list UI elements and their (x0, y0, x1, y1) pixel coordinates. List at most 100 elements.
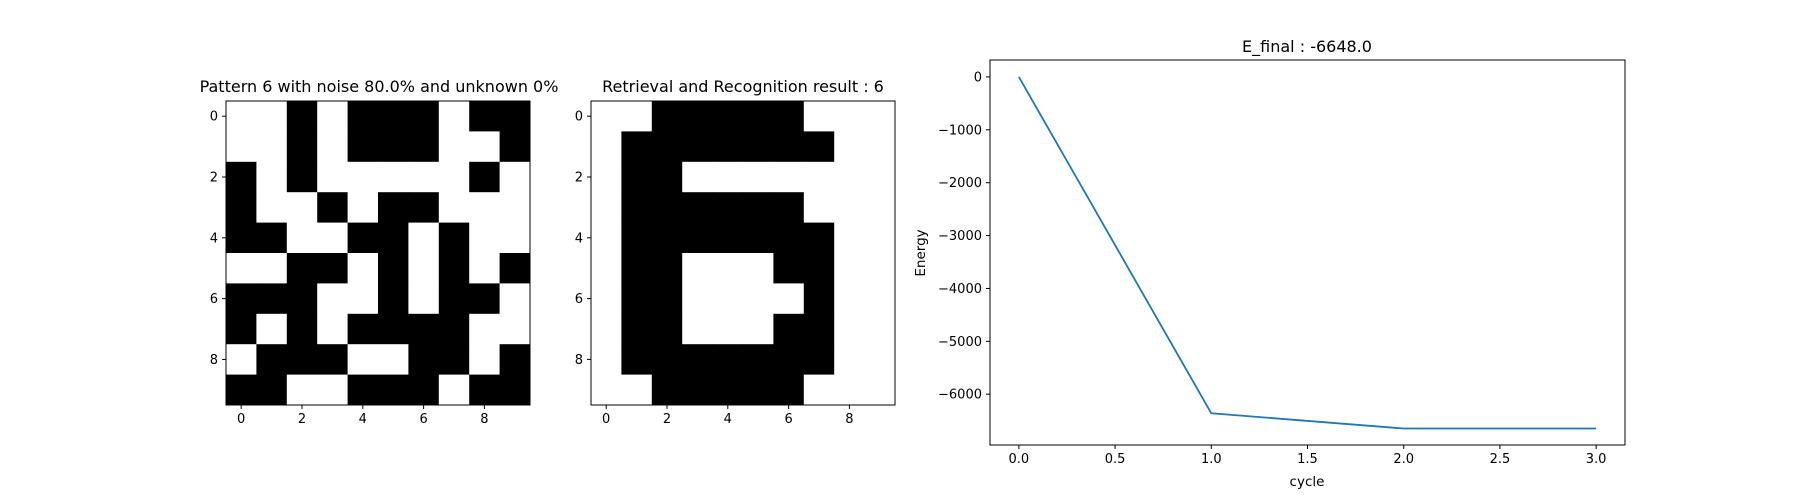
noisy-cell (317, 192, 348, 223)
noisy-cell (226, 344, 257, 375)
noisy-cell (347, 222, 379, 254)
noisy-cell (347, 344, 379, 375)
noisy-cell (378, 222, 409, 254)
retrieval-cell (803, 313, 835, 345)
retrieval-cell (651, 192, 683, 223)
noisy-cell (317, 253, 348, 284)
energy-xtick-label: 2.0 (1393, 452, 1414, 467)
retrieval-cell (712, 161, 744, 193)
noisy-ytick-label: 4 (210, 231, 218, 246)
noisy-cell (226, 161, 257, 193)
retrieval-cell (651, 344, 683, 375)
retrieval-cell (621, 131, 653, 163)
noisy-cell (347, 192, 379, 223)
noisy-cell (438, 313, 470, 345)
retrieval-xtick-label: 6 (784, 412, 792, 427)
noisy-cell (256, 344, 288, 375)
energy-ytick-label: −3000 (938, 229, 982, 244)
retrieval-cell (621, 374, 653, 406)
noisy-cell (469, 253, 500, 284)
noisy-cell (286, 101, 318, 132)
energy-series-line (1018, 76, 1597, 430)
retrieval-cell (591, 101, 622, 132)
retrieval-cell (834, 161, 865, 193)
retrieval-cell (712, 192, 744, 223)
retrieval-cell (834, 253, 865, 284)
noisy-cell (286, 131, 318, 163)
retrieval-cell (743, 313, 774, 345)
noisy-cell (378, 101, 409, 132)
energy-xtick-label: 0.0 (1009, 452, 1030, 467)
retrieval-ytick-label: 2 (575, 171, 583, 186)
noisy-cell (408, 131, 440, 163)
retrieval-title: Retrieval and Recognition result : 6 (602, 77, 884, 96)
noisy-cell (499, 283, 531, 315)
retrieval-cell (591, 374, 622, 406)
retrieval-cell (621, 161, 653, 193)
retrieval-cell (743, 344, 774, 375)
retrieval-cell (743, 161, 774, 193)
noisy-cell (378, 374, 409, 406)
retrieval-cell (803, 161, 835, 193)
noisy-cell (438, 161, 470, 193)
retrieval-cell (682, 101, 713, 132)
retrieval-cell (834, 192, 865, 223)
noisy-cell (499, 222, 531, 254)
retrieval-cell (803, 283, 835, 315)
retrieval-cell (743, 374, 774, 406)
retrieval-cell (773, 344, 805, 375)
retrieval-cell (712, 253, 744, 284)
retrieval-cell (682, 283, 713, 315)
retrieval-cell (682, 131, 713, 163)
retrieval-cell (621, 222, 653, 254)
noisy-cell (499, 344, 531, 375)
retrieval-cell (743, 131, 774, 163)
retrieval-cell (803, 253, 835, 284)
noisy-cell (286, 344, 318, 375)
noisy-xtick-label: 0 (237, 412, 245, 427)
retrieval-cell (621, 192, 653, 223)
retrieval-xtick-label: 0 (602, 412, 610, 427)
noisy-cell (438, 374, 470, 406)
energy-ytick-label: −6000 (938, 388, 982, 403)
retrieval-cell (864, 344, 896, 375)
retrieval-cell (621, 283, 653, 315)
noisy-cell (408, 344, 440, 375)
noisy-cell (469, 313, 500, 345)
retrieval-cell (864, 374, 896, 406)
noisy-cell (469, 344, 500, 375)
energy-ytick-label: 0 (974, 70, 982, 85)
noisy-cell (226, 131, 257, 163)
retrieval-cell (591, 344, 622, 375)
noisy-cell (378, 192, 409, 223)
noisy-cell (226, 192, 257, 223)
noisy-cell (469, 161, 500, 193)
noisy-cell (499, 253, 531, 284)
noisy-pattern-title: Pattern 6 with noise 80.0% and unknown 0… (200, 77, 559, 96)
retrieval-cell (651, 374, 683, 406)
noisy-cell (499, 374, 531, 406)
energy-xlabel: cycle (1290, 474, 1325, 490)
retrieval-cell (834, 283, 865, 315)
noisy-cell (469, 222, 500, 254)
noisy-cell (438, 222, 470, 254)
retrieval-cell (834, 374, 865, 406)
retrieval-cell (591, 192, 622, 223)
retrieval-cell (803, 192, 835, 223)
noisy-cell (256, 374, 288, 406)
noisy-cell (347, 101, 379, 132)
retrieval-cell (621, 101, 653, 132)
retrieval-cell (864, 283, 896, 315)
noisy-ytick-label: 2 (210, 171, 218, 186)
retrieval-cell (591, 283, 622, 315)
noisy-cell (499, 101, 531, 132)
retrieval-cell (712, 313, 744, 345)
noisy-cell (317, 374, 348, 406)
retrieval-cell (651, 161, 683, 193)
noisy-cell (347, 374, 379, 406)
retrieval-cell (591, 313, 622, 345)
retrieval-cell (591, 161, 622, 193)
retrieval-ytick-label: 4 (575, 231, 583, 246)
noisy-xtick-label: 6 (419, 412, 427, 427)
retrieval-cell (591, 253, 622, 284)
